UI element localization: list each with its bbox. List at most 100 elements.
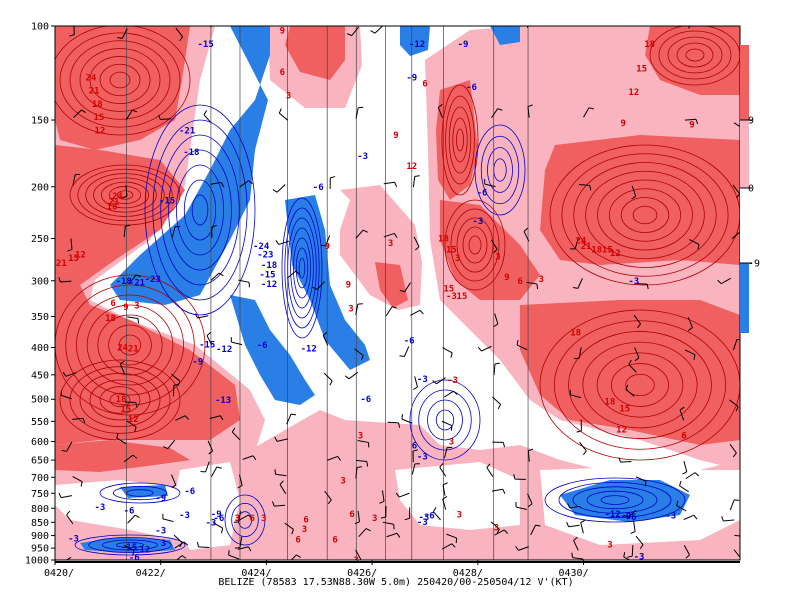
contour-label: -12 [134, 546, 150, 556]
strong-positive-fields [55, 26, 740, 472]
contour-label: -9 [458, 40, 469, 50]
wind-barb [61, 441, 73, 452]
contour-label: 21 [128, 345, 139, 355]
wind-barb [172, 383, 179, 397]
contour-label: -3 [357, 152, 368, 162]
wind-barb [127, 316, 140, 324]
contour-label: 3 [495, 252, 500, 262]
y-tick-label: 600 [31, 437, 49, 448]
neg-contour [176, 164, 224, 256]
x-tick-label: 0420/ [44, 568, 74, 579]
neg-contour [544, 477, 686, 523]
y-tick-label: 550 [31, 417, 49, 428]
contour-label: -3 [634, 552, 645, 562]
wind-barb [432, 377, 446, 385]
contour-label: 3 [340, 477, 345, 487]
pos-contour [625, 373, 655, 397]
wind-barb [411, 463, 420, 475]
y-tick-label: 400 [31, 343, 49, 354]
wind-barb [685, 472, 700, 480]
wind-barb [410, 309, 424, 316]
wind-barb [382, 521, 395, 530]
contour-label: 18 [438, 234, 449, 244]
contour-label: 3 [134, 302, 139, 312]
neg-contour [487, 147, 513, 193]
strong-pos-big-right [540, 135, 740, 265]
contour-label: 18 [591, 245, 602, 255]
wind-barb [72, 475, 83, 487]
pos-contour [79, 48, 161, 112]
wind-barb [412, 376, 418, 390]
wind-barb [490, 521, 500, 534]
wind-barb [124, 544, 135, 556]
wind-barb [355, 466, 362, 479]
neg-contour [558, 481, 672, 518]
wind-barb [395, 492, 410, 498]
wind-barb [286, 413, 296, 425]
contour-label: -15 [159, 196, 175, 206]
neg-lower-left-small [120, 485, 168, 498]
wind-barb [492, 441, 505, 448]
wind-barbs [57, 26, 740, 560]
neg-contour [231, 502, 259, 538]
pos-contour [108, 324, 152, 366]
wind-barb [579, 441, 587, 456]
pos-contour [582, 341, 698, 429]
neg-contour [237, 511, 253, 529]
wind-barb [346, 26, 360, 37]
wind-barb [275, 239, 290, 245]
contour-label: -3 [417, 453, 428, 463]
pos-contour [118, 334, 142, 356]
pos-contour [632, 205, 658, 225]
wind-barb [566, 521, 580, 528]
gap-lower-2 [395, 462, 520, 530]
wind-barb [213, 522, 224, 534]
colorbar-ticks: 9 0 -9 [740, 116, 760, 270]
wind-barb [732, 184, 740, 199]
pos-contour [620, 197, 670, 233]
contour-label: 18 [570, 329, 581, 339]
neg-contour [290, 227, 314, 309]
wind-barb [60, 390, 72, 400]
strong-pos-right-column [436, 80, 478, 200]
wind-barb [630, 520, 636, 535]
wind-barb [119, 360, 126, 375]
y-tick-label: 350 [31, 312, 49, 323]
contour-label: 15 [93, 113, 104, 123]
pos-contour [685, 48, 705, 62]
colorbar-tick-label: -9 [748, 259, 760, 270]
wind-barb [441, 543, 456, 550]
neg-diagonal-lower [230, 295, 315, 405]
wind-barb [200, 461, 210, 473]
wind-barb [567, 503, 581, 509]
wind-barb [516, 340, 528, 351]
contour-label: -3 [95, 503, 106, 513]
pos-contour [109, 392, 131, 408]
neg-top-right [490, 26, 520, 45]
contour-label: 3 [261, 514, 266, 524]
wind-barb [515, 545, 529, 551]
neg-contour [112, 485, 168, 501]
wind-barb [490, 239, 498, 254]
contour-label: -15 [121, 543, 137, 553]
contour-label: 9 [123, 303, 128, 313]
neg-contour [160, 134, 240, 286]
wind-barb [687, 317, 693, 331]
contour-label: 9 [280, 27, 285, 37]
neg-contour [99, 482, 181, 504]
contour-label: 3 [449, 438, 454, 448]
neg-contour [298, 257, 306, 279]
neg-contour [295, 247, 309, 289]
contour-label: -6 [129, 554, 140, 564]
wind-barb [355, 549, 362, 560]
contour-label: -9 [211, 510, 222, 520]
wind-barb [383, 181, 398, 188]
wind-barb [486, 463, 494, 477]
contour-label: 3 [358, 432, 363, 442]
wind-barb [211, 225, 217, 238]
y-tick-label: 850 [31, 518, 49, 529]
y-tick-label: 100 [31, 22, 49, 33]
y-tick-label: 650 [31, 456, 49, 467]
wind-barb [354, 510, 361, 525]
neg-contour [144, 104, 256, 316]
